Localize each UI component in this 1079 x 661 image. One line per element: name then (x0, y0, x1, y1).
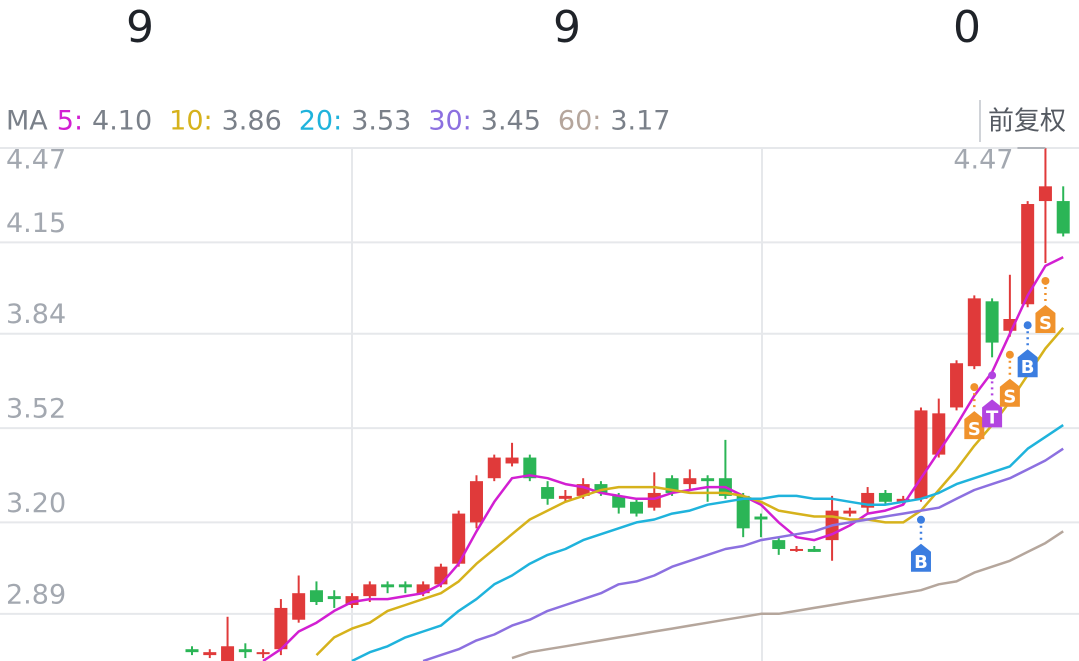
legend: MA 5: 4.10 10: 3.86 20: 3.53 30: 3.45 60: 3.17 (6, 106, 670, 137)
candle-body (683, 478, 697, 485)
candle-body (505, 457, 519, 464)
candle-body (434, 566, 448, 585)
candle-body (807, 548, 821, 552)
ma-line (351, 424, 1064, 661)
candle-body (381, 584, 395, 588)
signal-dot (1005, 350, 1014, 359)
candle-body (1003, 319, 1017, 331)
candle-body (630, 501, 643, 514)
y-tick-label: 3.84 (6, 299, 66, 330)
candle-body (1021, 204, 1035, 305)
signal-dot (916, 515, 925, 524)
candle-body (523, 457, 537, 479)
signal-badge (982, 399, 1003, 428)
signal-badge (910, 543, 931, 572)
candle-body (487, 457, 501, 479)
candle-body (327, 596, 341, 600)
candle-body (238, 649, 252, 653)
ma-line (511, 530, 1064, 660)
candle-body (967, 298, 981, 367)
candle-body (647, 492, 661, 508)
candle-body (843, 510, 857, 514)
signal-label: T (986, 407, 999, 428)
y-tick-label: 2.89 (6, 579, 66, 610)
candle-body (274, 607, 288, 650)
signal-dot (1041, 276, 1050, 285)
signal-label: S (1003, 387, 1016, 408)
ma-line (315, 326, 1065, 656)
candle-body (558, 495, 572, 499)
signal-dot (970, 383, 979, 392)
candle-body (1056, 201, 1070, 234)
signal-label: B (1021, 357, 1035, 378)
candle-body (594, 484, 608, 493)
candle-body (790, 548, 804, 551)
legend-text: 30: (428, 106, 471, 137)
legend-text: 3.17 (610, 106, 670, 137)
adjust-button[interactable]: 前复权 (988, 107, 1066, 137)
legend-text: MA (6, 106, 48, 137)
candle-body (914, 410, 928, 499)
signal-label: S (968, 419, 981, 440)
candle-body (701, 478, 715, 482)
candle-body (469, 481, 483, 523)
legend-text: 4.10 (92, 106, 152, 137)
candle-body (612, 495, 626, 508)
header-value: 9 (126, 2, 154, 53)
candle-body (309, 590, 323, 603)
max-price-label: 4.47 (953, 145, 1013, 176)
candle-body (203, 652, 217, 656)
candle-body (754, 516, 768, 520)
candle-body (185, 649, 199, 653)
candle-body (736, 495, 750, 529)
ma-line (422, 447, 1064, 661)
legend-text: 5: (57, 106, 83, 137)
y-tick-label: 3.52 (6, 394, 66, 425)
candle-body (772, 540, 786, 549)
signal-dot (1023, 321, 1032, 330)
candle-body (576, 484, 590, 496)
y-tick-label: 4.15 (6, 208, 66, 239)
candle-body (541, 487, 555, 499)
candle-body (985, 301, 999, 343)
candle-body (1038, 186, 1052, 202)
signal-dot (988, 371, 997, 380)
candle-body (363, 584, 377, 597)
legend-text: 20: (299, 106, 342, 137)
candle-body (398, 584, 412, 588)
candle-body (256, 652, 270, 655)
candle-body (932, 413, 946, 455)
signal-badge (964, 411, 985, 440)
candle-body (950, 363, 964, 408)
signal-badge (999, 378, 1020, 407)
signal-badge (1035, 304, 1056, 333)
candle-body (292, 593, 306, 620)
header-value: 9 (553, 2, 581, 53)
candle-body (452, 513, 466, 564)
legend-text: 10: (169, 106, 212, 137)
signal-badge (1017, 349, 1038, 378)
y-tick-label: 4.47 (6, 145, 66, 176)
legend-text: 3.86 (222, 106, 282, 137)
header-value: 0 (953, 2, 981, 53)
candle-body (345, 596, 359, 605)
y-tick-label: 3.20 (6, 488, 66, 519)
candle-body (416, 584, 430, 594)
signal-label: B (914, 552, 928, 573)
candle-body (878, 492, 892, 502)
legend-text: 3.53 (351, 106, 411, 137)
legend-text: 3.45 (481, 106, 541, 137)
signal-label: S (1039, 313, 1052, 334)
candle-body (221, 646, 235, 661)
legend-text: 60: (558, 106, 601, 137)
candle-body (896, 498, 910, 502)
ma-line (262, 255, 1064, 661)
